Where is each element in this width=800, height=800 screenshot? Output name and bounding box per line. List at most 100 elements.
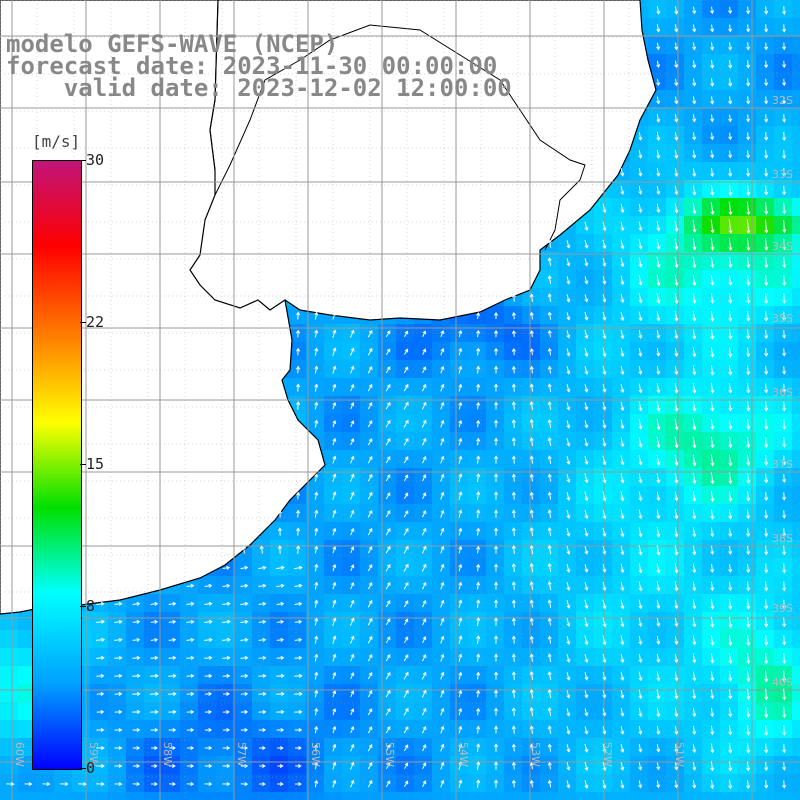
wind-cell [648, 684, 667, 703]
wind-cell [576, 648, 595, 667]
wind-arrow [566, 455, 570, 465]
wind-cell [432, 684, 451, 703]
wind-arrow [367, 420, 373, 428]
wind-arrow [513, 492, 515, 500]
wind-cell [504, 432, 523, 451]
wind-arrow-head [584, 262, 589, 267]
wind-arrow [710, 743, 714, 753]
wind-arrow [548, 581, 552, 591]
wind-arrow [350, 366, 354, 374]
wind-cell [792, 72, 800, 91]
wind-arrow-head [692, 246, 697, 251]
wind-cell [378, 630, 397, 649]
wind-arrow-head [782, 11, 787, 15]
wind-cell [666, 234, 685, 253]
wind-cell [666, 108, 685, 127]
wind-arrow-head [136, 781, 141, 787]
wind-cell [540, 450, 559, 469]
wind-cell [234, 630, 253, 649]
wind-cell [738, 666, 757, 685]
wind-arrow-head [529, 617, 534, 622]
wind-arrow-head [476, 491, 481, 495]
wind-cell [756, 774, 775, 793]
wind-arrow-head [584, 244, 589, 249]
wind-cell [702, 486, 721, 505]
wind-arrow [332, 366, 336, 374]
wind-arrow-head [764, 211, 769, 215]
wind-cell [522, 702, 541, 721]
wind-arrow-head [511, 671, 516, 676]
wind-arrow-head [728, 749, 733, 754]
wind-arrow-head [674, 371, 679, 376]
wind-arrow [403, 690, 409, 698]
wind-arrow [602, 365, 606, 375]
wind-arrow [584, 743, 588, 753]
wind-arrow-head [656, 173, 661, 177]
wind-arrow [728, 616, 732, 628]
wind-arrow-head [692, 587, 697, 592]
colorbar-tick-label: 15 [86, 455, 105, 473]
wind-arrow [747, 293, 749, 303]
wind-arrow-head [350, 617, 355, 622]
wind-arrow-head [476, 761, 481, 765]
wind-arrow-head [404, 366, 409, 371]
wind-arrow-head [476, 581, 481, 586]
wind-arrow [367, 438, 373, 446]
wind-arrow [783, 563, 785, 573]
wind-arrow-head [422, 510, 427, 514]
wind-cell [504, 414, 523, 433]
wind-arrow [458, 672, 462, 680]
wind-cell [396, 414, 415, 433]
wind-arrow [747, 761, 749, 771]
wind-cell [576, 252, 595, 271]
wind-arrow-head [241, 545, 246, 550]
wind-cell [522, 576, 541, 595]
wind-cell [288, 504, 307, 523]
wind-cell [684, 414, 703, 433]
wind-cell [360, 324, 379, 343]
wind-cell [738, 792, 757, 800]
wind-cell [360, 648, 379, 667]
wind-arrow [783, 185, 785, 195]
wind-cell [756, 378, 775, 397]
wind-cell [774, 234, 793, 253]
wind-arrow [294, 675, 302, 677]
wind-cell [666, 450, 685, 469]
wind-arrow [656, 114, 660, 122]
wind-cell [684, 180, 703, 199]
wind-arrow-head [710, 498, 715, 503]
wind-arrow [276, 639, 284, 641]
wind-arrow-head [710, 407, 715, 412]
wind-arrow [747, 347, 749, 357]
wind-cell [792, 90, 800, 109]
wind-cell [666, 270, 685, 289]
wind-arrow [620, 419, 624, 429]
wind-arrow-head [314, 311, 319, 316]
wind-cell [180, 684, 199, 703]
wind-arrow-head [638, 209, 643, 213]
wind-cell [414, 720, 433, 739]
wind-arrow [440, 564, 444, 572]
wind-cell [126, 594, 145, 613]
wind-arrow-head [710, 136, 715, 141]
wind-arrow [422, 510, 426, 518]
wind-cell [324, 738, 343, 757]
wind-cell [450, 666, 469, 685]
wind-arrow [440, 546, 444, 554]
wind-arrow-head [244, 637, 249, 642]
wind-arrow-head [332, 779, 337, 784]
land-mass [0, 0, 657, 615]
wind-arrow [765, 509, 767, 519]
wind-cell [738, 324, 757, 343]
wind-cell [504, 558, 523, 577]
wind-arrow-head [422, 707, 427, 712]
wind-arrow-head [656, 371, 661, 375]
wind-cell [558, 252, 577, 271]
wind-cell [576, 450, 595, 469]
wind-arrow-head [638, 766, 643, 771]
wind-arrow [729, 779, 731, 789]
wind-arrow-head [350, 365, 355, 370]
wind-cell [738, 648, 757, 667]
wind-arrow-head [547, 347, 552, 352]
wind-cell [594, 486, 613, 505]
